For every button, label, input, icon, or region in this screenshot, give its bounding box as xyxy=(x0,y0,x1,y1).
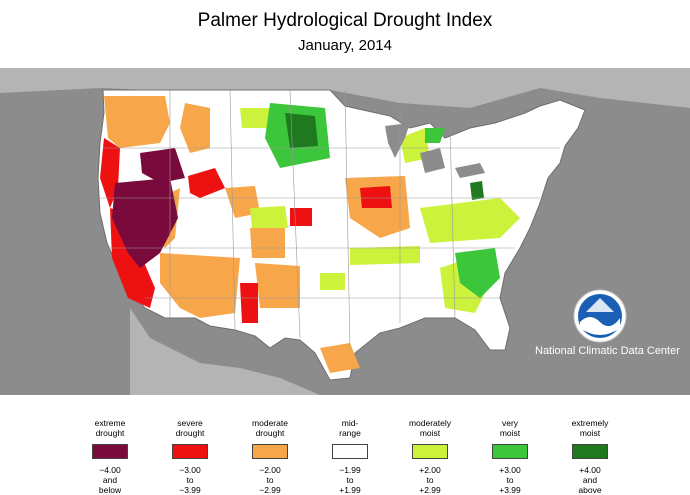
legend-range-2: to xyxy=(506,475,514,485)
legend-label-1: moderately xyxy=(408,418,452,428)
legend-range-2: to xyxy=(186,475,194,485)
legend-label-2: moist xyxy=(579,428,601,438)
legend-swatch xyxy=(412,444,448,459)
region-severe-iowa xyxy=(360,186,392,208)
legend-range-1: +3.00 xyxy=(499,465,521,475)
legend-range-1: +4.00 xyxy=(579,465,601,475)
legend-label-2: moist xyxy=(419,428,441,438)
legend-range-1: −1.99 xyxy=(339,465,361,475)
legend: extreme drought −4.00 and below severe droug… xyxy=(70,408,630,495)
region-moderate-texas xyxy=(320,343,360,373)
legend-range-2: and xyxy=(102,475,118,485)
region-extremely-moist-ohio xyxy=(470,181,484,200)
legend-swatch xyxy=(492,444,528,459)
legend-label-2: drought xyxy=(255,428,285,438)
legend-range-3: above xyxy=(578,485,602,495)
region-extremely-moist-dakota xyxy=(285,113,318,148)
great-lakes xyxy=(385,123,485,178)
legend-range-2: to xyxy=(426,475,434,485)
legend-range-1: −2.00 xyxy=(259,465,281,475)
legend-item: extremely moist +4.00 and above xyxy=(550,408,630,495)
mexico-land xyxy=(130,308,320,395)
noaa-logo xyxy=(573,289,627,343)
state-lines xyxy=(100,89,560,349)
region-severe-oregon xyxy=(188,168,225,198)
legend-label-1: moderate xyxy=(252,418,288,428)
region-moist-plains xyxy=(350,246,420,265)
legend-item: moderate drought −2.00 to −2.99 xyxy=(230,408,310,495)
region-severe-newmexico xyxy=(240,283,258,323)
legend-label-2: range xyxy=(339,428,361,438)
legend-range-3: +3.99 xyxy=(499,485,521,495)
legend-range-2: to xyxy=(346,475,354,485)
region-moderate-west xyxy=(104,96,170,148)
legend-range-3: below xyxy=(98,485,122,495)
legend-swatch xyxy=(572,444,608,459)
neighbor-land xyxy=(0,68,690,108)
legend-item: moderately moist +2.00 to +2.99 xyxy=(390,408,470,495)
region-moderate-idaho xyxy=(180,103,210,153)
legend-item: severe drought −3.00 to −3.99 xyxy=(150,408,230,495)
region-severe-kansas xyxy=(290,208,312,226)
legend-range-2: to xyxy=(266,475,274,485)
legend-item: very moist +3.00 to +3.99 xyxy=(470,408,550,495)
region-very-moist-michigan xyxy=(425,128,445,143)
legend-range-1: +2.00 xyxy=(419,465,441,475)
legend-range-2: and xyxy=(582,475,598,485)
map-title: Palmer Hydrological Drought Index xyxy=(197,10,493,31)
legend-label-1: mid- xyxy=(341,418,359,428)
region-very-moist-southeast xyxy=(455,248,500,298)
legend-range-1: −4.00 xyxy=(99,465,121,475)
legend-swatch xyxy=(332,444,368,459)
legend-item: extreme drought −4.00 and below xyxy=(70,408,150,495)
legend-range-3: +2.99 xyxy=(419,485,441,495)
legend-range-1: −3.00 xyxy=(179,465,201,475)
region-moist-montana xyxy=(240,108,270,128)
credit-text: National Climatic Data Center xyxy=(535,345,680,357)
legend-swatch xyxy=(172,444,208,459)
legend-label-1: severe xyxy=(177,418,203,428)
region-moist-ohio-valley xyxy=(420,198,520,243)
region-moist-missouri xyxy=(320,273,345,290)
region-moderate-newmexico xyxy=(255,263,300,308)
legend-item: mid-range −1.99 to +1.99 xyxy=(310,408,390,495)
region-extreme-california xyxy=(112,178,178,268)
region-extreme-oregon xyxy=(140,148,185,183)
legend-label-1: extreme xyxy=(94,418,126,428)
region-moist-wyoming xyxy=(250,206,288,228)
legend-swatch xyxy=(92,444,128,459)
legend-label-2: drought xyxy=(95,428,125,438)
legend-label-1: extremely xyxy=(571,418,609,428)
legend-swatch xyxy=(252,444,288,459)
legend-label-2: drought xyxy=(175,428,205,438)
map-subtitle: January, 2014 xyxy=(298,37,392,54)
legend-label-2: moist xyxy=(499,428,521,438)
region-moderate-colorado xyxy=(250,228,285,258)
legend-range-3: −3.99 xyxy=(179,485,201,495)
legend-range-3: −2.99 xyxy=(259,485,281,495)
legend-range-3: +1.99 xyxy=(339,485,361,495)
drought-map xyxy=(0,68,690,395)
region-moderate-southwest xyxy=(160,253,240,318)
legend-label-1: very xyxy=(501,418,519,428)
